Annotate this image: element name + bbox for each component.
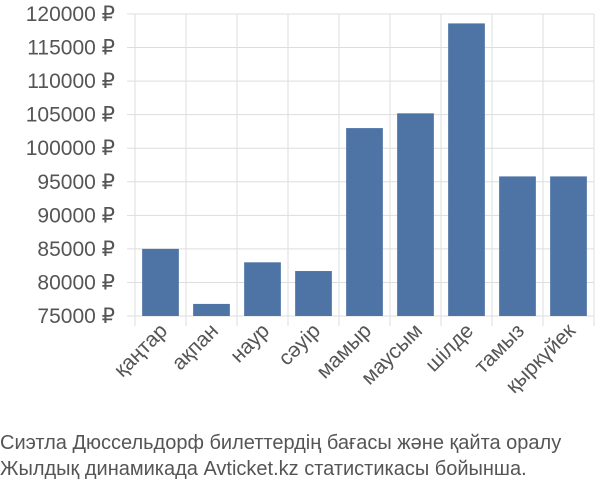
bar-1: [193, 303, 230, 316]
y-tick-label: 75000 ₽: [37, 305, 115, 328]
bar-8: [550, 176, 587, 316]
bar-0: [142, 248, 179, 316]
bar-3: [295, 271, 332, 316]
y-tick-label: 120000 ₽: [26, 3, 115, 26]
bar-4: [346, 128, 383, 316]
x-tick-label: шілде: [421, 319, 478, 376]
y-tick-label: 90000 ₽: [37, 204, 115, 227]
y-tick-label: 100000 ₽: [26, 137, 115, 160]
bar-2: [244, 262, 281, 316]
bar-7: [499, 176, 536, 316]
y-tick-label: 80000 ₽: [37, 271, 115, 294]
y-tick-label: 115000 ₽: [27, 37, 115, 60]
y-tick-label: 95000 ₽: [37, 171, 115, 194]
caption-line-1: Сиэтла Дюссельдорф билеттердің бағасы жә…: [0, 432, 562, 454]
bar-chart: 75000 ₽ 80000 ₽ 85000 ₽ 90000 ₽ 95000 ₽ 10000…: [26, 3, 595, 398]
y-tick-label: 85000 ₽: [37, 238, 115, 261]
y-axis-ticks: 75000 ₽ 80000 ₽ 85000 ₽ 90000 ₽ 95000 ₽ 10000…: [26, 3, 115, 328]
x-tick-label: қаңтар: [110, 319, 172, 381]
y-tick-label: 110000 ₽: [27, 70, 115, 93]
x-tick-label: ақпан: [168, 319, 224, 375]
y-tick-label: 105000 ₽: [26, 104, 115, 127]
x-tick-label: наур: [226, 319, 274, 367]
bars: [142, 23, 587, 316]
caption-line-2: Жылдық динамикада Avticket.kz статистика…: [0, 458, 527, 480]
bar-6: [448, 23, 485, 316]
bar-5: [397, 113, 434, 316]
